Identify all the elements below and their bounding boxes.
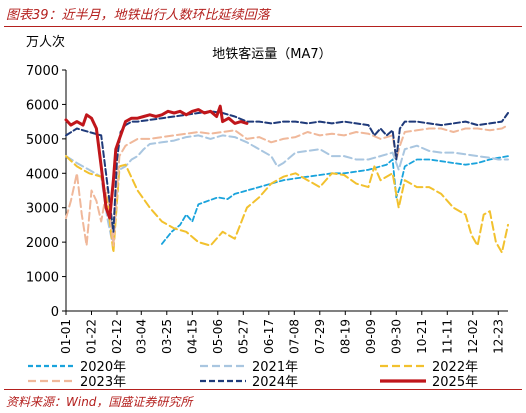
figure-source: 资料来源：Wind，国盛证券研究所 — [6, 395, 193, 409]
x-tick-label: 02-12 — [110, 319, 124, 354]
legend-label: 2021年 — [252, 360, 298, 375]
figure-title: 图表39：近半月，地铁出行人数环比延续回落 — [6, 8, 270, 23]
y-tick-label: 5000 — [26, 133, 59, 148]
y-tick-label: 0 — [51, 305, 59, 320]
series-line-2025 — [64, 104, 249, 220]
x-tick-label: 10-21 — [415, 319, 429, 354]
y-tick-label: 4000 — [26, 167, 59, 182]
legend-label: 2022年 — [432, 360, 478, 375]
x-tick-label: 03-04 — [134, 319, 148, 354]
chart-title: 地铁客运量（MA7） — [212, 46, 331, 62]
x-tick-label: 01-22 — [85, 319, 99, 354]
x-tick-label: 04-15 — [185, 319, 199, 354]
legend-label: 2023年 — [80, 375, 126, 390]
x-tick-label: 01-01 — [59, 319, 73, 354]
x-tick-label: 06-17 — [262, 319, 276, 354]
x-tick-label: 03-25 — [160, 319, 174, 354]
y-tick-label: 6000 — [26, 98, 59, 113]
y-tick-label: 2000 — [26, 236, 59, 251]
axes: 0 1000 2000 3000 4000 5000 6000 7000 01-01 01-22 0… — [26, 64, 508, 354]
x-tick-label: 07-29 — [313, 319, 327, 354]
x-tick-label: 12-23 — [491, 319, 505, 354]
series-line-2023 — [65, 124, 509, 247]
series-line-2020 — [160, 155, 509, 245]
series-line-2022 — [65, 155, 509, 254]
x-tick-label: 11-11 — [440, 319, 454, 354]
x-tick-label: 12-02 — [466, 319, 480, 354]
legend-label: 2024年 — [252, 375, 298, 390]
series-line-2021 — [65, 134, 509, 249]
y-tick-label: 3000 — [26, 202, 59, 217]
x-tick-label: 09-30 — [389, 319, 403, 354]
legend-label: 2020年 — [80, 360, 126, 375]
x-tick-label: 09-09 — [364, 319, 378, 354]
y-tick-label: 7000 — [26, 64, 59, 79]
legend: 2020年 2021年 2022年 2023年 2024年 2025年 — [28, 360, 478, 390]
source-rule — [4, 389, 522, 390]
x-tick-label: 07-08 — [287, 319, 301, 354]
x-tick-label: 05-06 — [211, 319, 225, 354]
x-tick-label: 05-27 — [236, 319, 250, 354]
x-tick-label: 08-19 — [338, 319, 352, 354]
title-rule — [4, 26, 522, 27]
legend-label: 2025年 — [432, 375, 478, 390]
series-layer — [64, 104, 509, 254]
y-axis-unit-label: 万人次 — [26, 34, 65, 50]
y-tick-label: 1000 — [26, 271, 59, 286]
